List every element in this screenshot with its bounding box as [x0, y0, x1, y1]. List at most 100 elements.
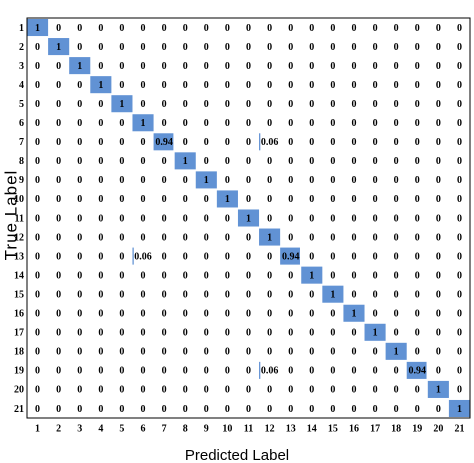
cell-label: 0: [267, 23, 272, 34]
cell-label: 0: [351, 156, 356, 167]
cell-label: 0: [225, 99, 230, 110]
cell-label: 0: [98, 194, 103, 205]
cell-label: 0: [436, 366, 441, 377]
cell-label: 0: [77, 99, 82, 110]
cell-label: 1: [330, 289, 335, 300]
cell-label: 0: [183, 80, 188, 91]
cell-label: 0: [394, 118, 399, 129]
cell-label: 0: [225, 289, 230, 300]
cell-label: 1: [225, 194, 230, 205]
cell-label: 0: [77, 80, 82, 91]
cell-label: 0: [98, 366, 103, 377]
cell-label: 0: [204, 309, 209, 320]
cell-label: 0: [351, 328, 356, 339]
cell-label: 1: [141, 118, 146, 129]
cell-label: 0: [246, 347, 251, 358]
cell-label: 0: [162, 289, 167, 300]
cell-label: 0: [77, 251, 82, 262]
cell-label: 0: [35, 61, 40, 72]
cell-label: 0: [119, 61, 124, 72]
cell-label: 0: [394, 404, 399, 415]
cell-label: 0: [288, 194, 293, 205]
x-tick-label: 17: [370, 423, 380, 434]
y-tick-label: 11: [15, 213, 24, 224]
cell-label: 0: [394, 42, 399, 53]
cell-label: 0: [309, 99, 314, 110]
cell-label: 0.06: [261, 366, 279, 377]
cell-label: 0: [288, 118, 293, 129]
cell-label: 0: [394, 328, 399, 339]
cell-label: 0: [415, 137, 420, 148]
cell-label: 0: [415, 118, 420, 129]
cell-label: 0: [267, 42, 272, 53]
cell-label: 0: [415, 23, 420, 34]
cell-label: 0: [309, 232, 314, 243]
cell-label: 0: [330, 251, 335, 262]
cell-fill: [406, 361, 427, 379]
y-tick-label: 20: [14, 385, 24, 396]
cell-label: 0: [309, 137, 314, 148]
cell-label: 0: [119, 328, 124, 339]
cell-label: 0: [225, 232, 230, 243]
cell-label: 0: [288, 270, 293, 281]
cell-label: 0: [267, 251, 272, 262]
cell-label: 0: [373, 99, 378, 110]
cell-label: 0: [162, 404, 167, 415]
cell-label: 0: [225, 118, 230, 129]
cell-label: 0: [141, 156, 146, 167]
cell-label: 0: [204, 80, 209, 91]
cell-label: 0: [330, 118, 335, 129]
y-tick-label: 8: [19, 156, 24, 167]
cell-label: 0: [35, 156, 40, 167]
cell-label: 0: [141, 289, 146, 300]
cell-label: 1: [267, 232, 272, 243]
cell-fill: [427, 380, 449, 398]
cell-label: 0: [394, 213, 399, 224]
cell-label: 0: [56, 232, 61, 243]
cell-label: 0: [246, 80, 251, 91]
cell-label: 0: [394, 194, 399, 205]
cell-label: 0: [162, 175, 167, 186]
cell-label: 0: [288, 42, 293, 53]
cell-label: 0: [394, 366, 399, 377]
cell-label: 0: [394, 232, 399, 243]
cell-label: 0: [330, 309, 335, 320]
cell-label: 0: [415, 175, 420, 186]
cell-label: 0: [141, 366, 146, 377]
cell-label: 0: [288, 366, 293, 377]
cell-label: 0: [141, 309, 146, 320]
x-tick-label: 19: [412, 423, 422, 434]
cell-label: 0: [394, 80, 399, 91]
cell-label: 0: [394, 99, 399, 110]
cell-label: 0: [35, 99, 40, 110]
y-tick-label: 9: [19, 175, 24, 186]
cell-label: 0: [56, 156, 61, 167]
cell-label: 0: [77, 213, 82, 224]
cell-label: 1: [56, 42, 61, 53]
cell-label: 0: [288, 404, 293, 415]
cell-label: 1: [77, 61, 82, 72]
cell-label: 0: [373, 289, 378, 300]
cell-label: 0: [457, 156, 462, 167]
cell-label: 0: [35, 347, 40, 358]
cell-label: 1: [183, 156, 188, 167]
cell-label: 0: [457, 175, 462, 186]
cell-fill: [195, 171, 217, 189]
y-tick-label: 14: [14, 270, 24, 281]
cell-label: 0: [457, 270, 462, 281]
cell-label: 0: [288, 137, 293, 148]
cell-label: 0: [246, 23, 251, 34]
cell-label: 0: [373, 251, 378, 262]
x-tick-label: 11: [244, 423, 253, 434]
cell-label: 0: [457, 347, 462, 358]
cell-label: 0: [309, 404, 314, 415]
cell-label: 0: [98, 23, 103, 34]
x-tick-label: 3: [77, 423, 82, 434]
cell-label: 0: [415, 61, 420, 72]
cell-label: 1: [98, 80, 103, 91]
cell-label: 0: [288, 213, 293, 224]
cell-label: 0: [373, 175, 378, 186]
cell-label: 0: [267, 80, 272, 91]
cell-label: 0: [415, 99, 420, 110]
